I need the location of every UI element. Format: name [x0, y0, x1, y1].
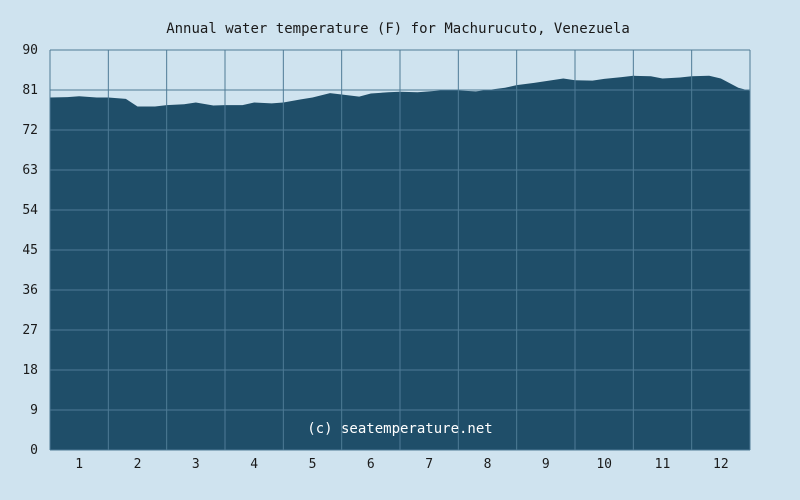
- x-tick-label: 2: [134, 457, 142, 472]
- y-tick-label: 9: [30, 403, 38, 418]
- y-tick-label: 72: [22, 123, 38, 138]
- y-axis: 0 9 18 27 36 45 54 63 72 81 90: [22, 43, 38, 458]
- y-tick-label: 18: [22, 363, 38, 378]
- y-tick-label: 54: [22, 203, 38, 218]
- x-tick-label: 5: [309, 457, 317, 472]
- x-tick-label: 8: [484, 457, 492, 472]
- y-tick-label: 81: [22, 83, 38, 98]
- watermark: (c) seatemperature.net: [307, 421, 492, 437]
- y-tick-label: 27: [22, 323, 38, 338]
- x-tick-label: 11: [655, 457, 671, 472]
- x-tick-label: 9: [542, 457, 550, 472]
- x-tick-label: 3: [192, 457, 200, 472]
- x-tick-label: 1: [75, 457, 83, 472]
- x-tick-label: 6: [367, 457, 375, 472]
- y-tick-label: 36: [22, 283, 38, 298]
- x-tick-label: 12: [713, 457, 729, 472]
- grid-layer: [49, 49, 751, 451]
- y-tick-label: 90: [22, 43, 38, 58]
- y-tick-label: 45: [22, 243, 38, 258]
- x-tick-label: 4: [250, 457, 258, 472]
- x-axis: 1 2 3 4 5 6 7 8 9 10 11 12: [75, 457, 728, 472]
- x-tick-label: 10: [596, 457, 612, 472]
- chart-title: Annual water temperature (F) for Machuru…: [166, 21, 630, 37]
- y-tick-label: 63: [22, 163, 38, 178]
- x-tick-label: 7: [425, 457, 433, 472]
- y-tick-label: 0: [30, 443, 38, 458]
